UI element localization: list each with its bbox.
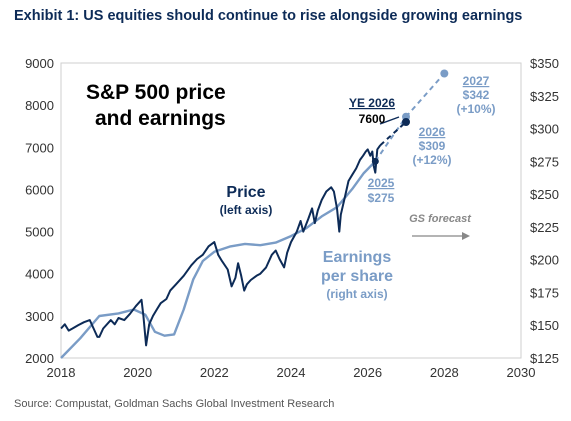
- ye2026-marker: [402, 118, 410, 126]
- y-left-tick-label: 8000: [25, 98, 54, 113]
- eps-series-line: [60, 160, 377, 359]
- x-tick-label: 2030: [507, 365, 536, 380]
- axes: 2018 2020 2022 2024 2026 2028 2030 9000 8000 7000…: [25, 56, 559, 380]
- eps-2026-value: $309: [419, 139, 446, 153]
- exhibit-title: Exhibit 1: US equities should continue t…: [14, 8, 523, 24]
- eps-2025-year: 2025: [368, 176, 395, 190]
- x-tick-label: 2026: [353, 365, 382, 380]
- y-left-tick-label: 9000: [25, 56, 54, 71]
- y-right-tick-label: $200: [530, 253, 559, 268]
- eps-2026-year: 2026: [419, 125, 446, 139]
- gs-forecast-arrowhead-icon: [462, 232, 470, 240]
- gs-forecast-label: GS forecast: [409, 213, 472, 225]
- y-left-tick-label: 5000: [25, 225, 54, 240]
- y-left-tick-label: 3000: [25, 309, 54, 324]
- eps-2027-value: $342: [463, 88, 490, 102]
- y-left-tick-label: 4000: [25, 267, 54, 282]
- price-axis-note: (left axis): [220, 203, 273, 217]
- eps-2027-marker: [440, 69, 449, 78]
- y-right-tick-label: $250: [530, 187, 559, 202]
- chart-title-line-1: S&P 500 price: [86, 81, 226, 104]
- x-tick-label: 2018: [47, 365, 76, 380]
- y-left-tick-label: 7000: [25, 140, 54, 155]
- eps-label-line-2: per share: [321, 268, 393, 285]
- x-tick-label: 2020: [123, 365, 152, 380]
- x-tick-label: 2022: [200, 365, 229, 380]
- y-left-tick-label: 2000: [25, 351, 54, 366]
- y-right-tick-label: $275: [530, 154, 559, 169]
- x-tick-label: 2028: [430, 365, 459, 380]
- ye2026-value: 7600: [359, 112, 386, 126]
- price-forecast-line: [379, 121, 407, 146]
- y-right-tick-label: $125: [530, 351, 559, 366]
- price-series-line: [60, 144, 382, 347]
- eps-2027-growth: (+10%): [456, 102, 495, 116]
- y-right-tick-label: $300: [530, 122, 559, 137]
- x-tick-label: 2024: [277, 365, 306, 380]
- eps-2025-marker: [371, 157, 379, 165]
- annotation-layer: S&P 500 price and earnings Price (left a…: [86, 74, 496, 301]
- y-left-tick-label: 6000: [25, 182, 54, 197]
- eps-2027-year: 2027: [463, 74, 490, 88]
- y-right-tick-label: $325: [530, 89, 559, 104]
- eps-label-line-1: Earnings: [323, 249, 392, 266]
- series-layer: [60, 69, 449, 359]
- ye2026-label: YE 2026: [349, 96, 395, 110]
- price-label: Price: [226, 184, 265, 201]
- y-right-tick-label: $225: [530, 220, 559, 235]
- eps-2026-growth: (+12%): [412, 153, 451, 167]
- y-right-tick-label: $150: [530, 318, 559, 333]
- y-right-tick-label: $350: [530, 56, 559, 71]
- chart-title-line-2: and earnings: [95, 107, 226, 130]
- eps-axis-note: (right axis): [326, 287, 387, 301]
- ye2026-leader-line: [379, 116, 400, 125]
- plot-frame: [60, 62, 522, 359]
- eps-2025-value: $275: [368, 191, 395, 205]
- y-right-tick-label: $175: [530, 285, 559, 300]
- source-note: Source: Compustat, Goldman Sachs Global …: [14, 398, 335, 410]
